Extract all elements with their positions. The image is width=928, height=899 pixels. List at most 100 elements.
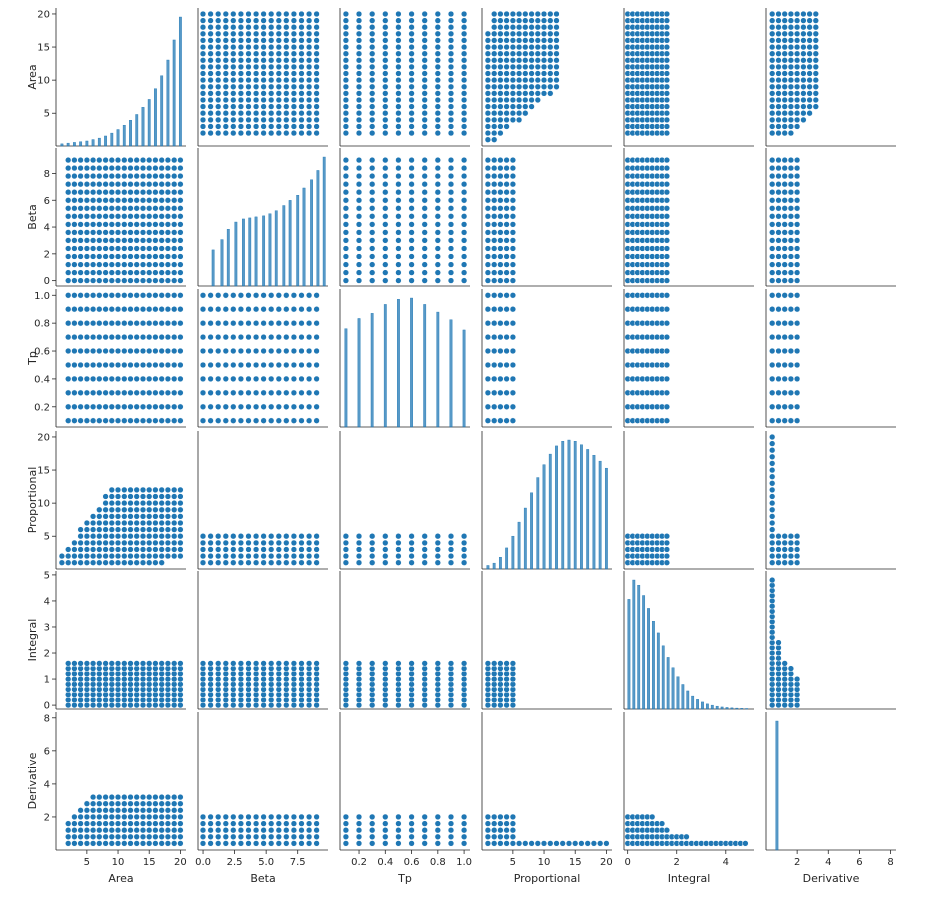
point-beta-integral-4-6 — [230, 670, 237, 677]
point-tp-beta-3-14 — [382, 164, 389, 172]
point-area-beta-14-12 — [146, 181, 153, 188]
point-area-tp-1-6 — [65, 333, 72, 341]
point-tp-proportional-9-0 — [460, 559, 468, 566]
point-proportional-beta-2-5 — [497, 237, 504, 244]
point-derivative-area-2-8 — [781, 83, 788, 90]
point-area-beta-19-2 — [177, 261, 184, 268]
point-area-derivative-13-6 — [139, 800, 147, 807]
point-beta-tp-13-7 — [298, 320, 305, 327]
point-tp-beta-3-4 — [382, 245, 389, 252]
point-beta-integral-13-1 — [298, 696, 305, 704]
point-proportional-area-1-19 — [491, 10, 498, 18]
xtick-label-derivative-1: 4 — [825, 857, 831, 868]
point-tp-beta-0-10 — [342, 197, 350, 204]
point-beta-integral-14-8 — [305, 660, 313, 667]
point-proportional-area-1-18 — [491, 17, 498, 24]
point-beta-area-14-19 — [305, 10, 313, 18]
point-area-tp-12-3 — [133, 375, 140, 383]
point-area-integral-2-7 — [71, 665, 78, 672]
point-derivative-area-7-18 — [812, 17, 819, 24]
point-derivative-proportional-0-2 — [769, 546, 776, 553]
point-area-derivative-2-3 — [71, 820, 78, 827]
point-tp-beta-8-11 — [447, 189, 455, 196]
point-tp-area-4-8 — [395, 83, 402, 90]
point-tp-beta-0-3 — [342, 253, 350, 260]
point-area-integral-6-0 — [96, 701, 103, 709]
point-area-tp-5-8 — [89, 306, 97, 313]
point-derivative-proportional-0-19 — [769, 433, 776, 441]
point-area-tp-6-8 — [96, 306, 103, 313]
point-area-tp-16-2 — [158, 389, 165, 396]
point-area-derivative-2-0 — [71, 840, 78, 847]
point-integral-tp-8-1 — [663, 403, 671, 410]
point-proportional-beta-0-10 — [484, 197, 492, 204]
point-area-beta-12-13 — [133, 172, 140, 180]
point-beta-integral-15-6 — [313, 670, 320, 677]
point-area-integral-1-0 — [65, 701, 72, 709]
point-tp-integral-3-6 — [382, 670, 389, 677]
point-area-derivative-13-0 — [139, 840, 147, 847]
point-tp-area-9-2 — [460, 123, 468, 130]
point-area-beta-15-14 — [152, 164, 159, 172]
point-beta-derivative-13-4 — [298, 813, 305, 821]
point-derivative-tp-0-3 — [769, 375, 776, 383]
point-area-tp-15-0 — [152, 417, 159, 424]
point-derivative-beta-4-10 — [793, 197, 801, 204]
point-beta-proportional-11-0 — [283, 559, 290, 566]
point-area-proportional-7-7 — [102, 513, 109, 520]
point-area-proportional-3-1 — [77, 552, 84, 560]
point-proportional-area-2-19 — [497, 10, 504, 18]
point-beta-integral-11-1 — [283, 696, 290, 704]
point-beta-area-10-18 — [275, 17, 282, 24]
xtick-label-beta-1: 2.5 — [227, 857, 243, 868]
point-area-integral-4-8 — [83, 660, 91, 667]
point-beta-derivative-7-1 — [252, 833, 260, 840]
point-beta-derivative-1-3 — [207, 820, 214, 827]
point-area-beta-16-6 — [158, 229, 165, 236]
point-beta-area-10-15 — [275, 37, 282, 44]
point-derivative-beta-1-4 — [775, 245, 782, 252]
point-area-beta-3-2 — [77, 261, 84, 268]
point-integral-area-8-5 — [663, 103, 671, 110]
point-beta-integral-15-2 — [313, 691, 320, 698]
point-tp-integral-3-5 — [382, 675, 389, 683]
point-derivative-integral-1-10 — [775, 649, 782, 657]
point-beta-area-9-3 — [268, 116, 275, 124]
point-area-derivative-14-5 — [146, 807, 153, 814]
point-area-proportional-4-6 — [83, 519, 91, 527]
ytick-label-integral-3: 3 — [44, 622, 50, 633]
hist-bar-beta-10 — [282, 205, 286, 287]
point-area-beta-1-8 — [65, 213, 72, 220]
point-beta-integral-11-3 — [283, 686, 290, 693]
point-tp-integral-1-8 — [355, 660, 363, 667]
point-beta-tp-12-0 — [290, 417, 298, 424]
point-area-integral-16-6 — [158, 670, 165, 677]
point-beta-derivative-8-0 — [260, 840, 267, 847]
ylabel-beta: Beta — [26, 204, 39, 229]
point-area-beta-19-7 — [177, 221, 184, 228]
point-area-derivative-13-4 — [139, 813, 147, 821]
point-area-proportional-8-2 — [108, 546, 115, 553]
point-area-proportional-18-8 — [171, 506, 178, 513]
point-beta-derivative-10-3 — [275, 820, 282, 827]
point-beta-tp-3-7 — [222, 320, 229, 327]
point-area-tp-9-7 — [114, 320, 122, 327]
point-area-beta-12-4 — [133, 245, 140, 252]
point-tp-beta-7-10 — [434, 197, 441, 204]
point-beta-derivative-0-4 — [199, 813, 207, 821]
point-integral-area-8-3 — [663, 116, 671, 124]
point-area-proportional-18-7 — [171, 513, 178, 520]
point-area-tp-19-4 — [177, 361, 184, 369]
point-proportional-beta-0-11 — [484, 189, 492, 196]
point-tp-proportional-7-0 — [434, 559, 441, 566]
point-area-beta-7-15 — [102, 156, 109, 164]
point-proportional-integral-3-3 — [503, 686, 510, 693]
point-tp-beta-4-10 — [395, 197, 402, 204]
point-beta-area-5-10 — [237, 70, 245, 77]
point-beta-tp-4-7 — [230, 320, 237, 327]
point-area-derivative-11-6 — [127, 800, 134, 807]
point-beta-integral-12-1 — [290, 696, 298, 704]
point-area-proportional-9-7 — [114, 513, 122, 520]
hist-bar-integral-12 — [686, 690, 690, 710]
point-tp-integral-9-7 — [460, 665, 468, 672]
